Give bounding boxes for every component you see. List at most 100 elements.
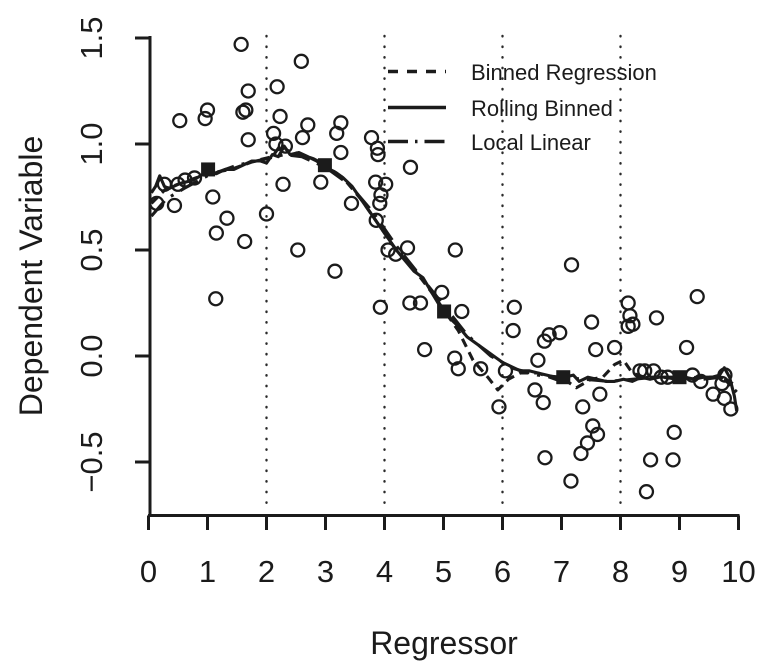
scatter-point: [343, 195, 360, 212]
scatter-point: [606, 339, 623, 356]
scatter-point: [450, 361, 466, 377]
legend-label: Local Linear: [471, 130, 591, 155]
x-tick-label: 6: [494, 554, 511, 589]
x-tick-label: 8: [612, 554, 629, 589]
x-axis-title: Regressor: [370, 625, 518, 661]
scatter-point: [313, 174, 329, 190]
scatter-point: [585, 418, 601, 434]
scatter-point: [399, 240, 416, 256]
scatter-point: [491, 399, 507, 415]
scatter-point: [579, 435, 596, 451]
scatter-point: [265, 125, 282, 142]
series-line-solid: [150, 144, 739, 412]
bin-mean-marker: [556, 370, 571, 385]
x-tick-label: 1: [199, 554, 216, 589]
scatter-point: [208, 225, 225, 241]
scatter-point: [552, 325, 568, 341]
scatter-point: [367, 174, 384, 190]
bin-mean-marker: [317, 158, 332, 173]
scatter-point: [689, 288, 705, 305]
scatter-point: [583, 314, 600, 330]
x-tick-label: 7: [553, 554, 570, 589]
scatter-point: [535, 394, 551, 411]
scatter-point: [372, 195, 388, 212]
legend-label: Binned Regression: [471, 60, 657, 85]
scatter-point: [369, 140, 386, 156]
scatter-point: [541, 327, 557, 343]
scatter-point: [563, 473, 579, 489]
y-tick-label: −0.5: [74, 431, 109, 492]
scatter-point: [402, 295, 418, 311]
scatter-point: [240, 83, 256, 99]
scatter-point: [240, 132, 256, 148]
scatter-point: [588, 341, 604, 358]
scatter-point: [275, 176, 291, 192]
scatter-point: [258, 206, 275, 222]
scatter-point: [505, 322, 521, 339]
scatter-point: [648, 310, 665, 326]
scatter-point: [625, 316, 641, 332]
scatter-point: [208, 291, 224, 307]
scatter-point: [527, 382, 543, 398]
scatter-point: [290, 242, 306, 258]
scatter-point: [205, 189, 221, 205]
scatter-point: [277, 138, 294, 154]
y-tick-label: 1.0: [74, 122, 109, 165]
x-tick-label: 3: [317, 554, 334, 589]
scatter-point: [372, 299, 389, 315]
bin-mean-marker: [437, 304, 452, 319]
y-tick-label: 0.0: [74, 334, 109, 377]
x-tick-label: 10: [721, 554, 755, 589]
scatter-point: [327, 263, 343, 279]
scatter-point: [506, 299, 522, 315]
scatter-point: [573, 445, 589, 462]
scatter-point: [199, 102, 216, 118]
scatter-point: [233, 36, 249, 53]
y-axis-title: Dependent Variable: [13, 136, 49, 417]
scatter-point: [693, 373, 709, 390]
scatter-point: [473, 361, 489, 377]
scatter-point: [678, 339, 695, 356]
scatter-point: [530, 352, 546, 368]
scatter-point: [294, 129, 311, 146]
scatter-point: [416, 341, 433, 358]
scatter-point: [666, 424, 682, 440]
scatter-point: [447, 242, 463, 258]
x-tick-label: 9: [671, 554, 688, 589]
scatter-point: [172, 113, 188, 129]
scatter-point: [716, 390, 732, 407]
legend-label: Rolling Binned: [471, 96, 613, 121]
scatter-point: [238, 102, 254, 118]
scatter-point: [300, 117, 316, 133]
bin-mean-marker: [201, 162, 216, 177]
scatter-point: [235, 104, 251, 120]
scatter-point: [589, 426, 606, 443]
scatter-point: [166, 197, 183, 214]
scatter-point: [622, 308, 638, 324]
legend: Binned Regression Rolling Binned Local Lin…: [388, 60, 657, 155]
scatter-point: [269, 79, 285, 95]
scatter-point: [333, 144, 349, 161]
x-tick-label: 4: [376, 554, 393, 589]
scatter-point: [272, 108, 288, 125]
scatter-point: [537, 450, 553, 466]
scatter-point: [219, 210, 235, 226]
scatter-point: [638, 484, 655, 500]
y-tick-label: 1.5: [74, 16, 109, 59]
scatter-point: [575, 399, 591, 415]
scatter-point: [665, 452, 681, 468]
scatter-point: [402, 159, 419, 175]
y-tick-label: 0.5: [74, 228, 109, 271]
scatter-point: [370, 146, 386, 163]
scatter-point: [293, 53, 309, 69]
scatter-point: [642, 452, 659, 468]
bin-mean-marker: [672, 370, 687, 385]
scatter-point: [197, 110, 213, 127]
scatter-point: [237, 233, 253, 250]
scatter-point: [368, 212, 384, 228]
scatter-point: [454, 303, 470, 320]
x-tick-label: 2: [258, 554, 275, 589]
